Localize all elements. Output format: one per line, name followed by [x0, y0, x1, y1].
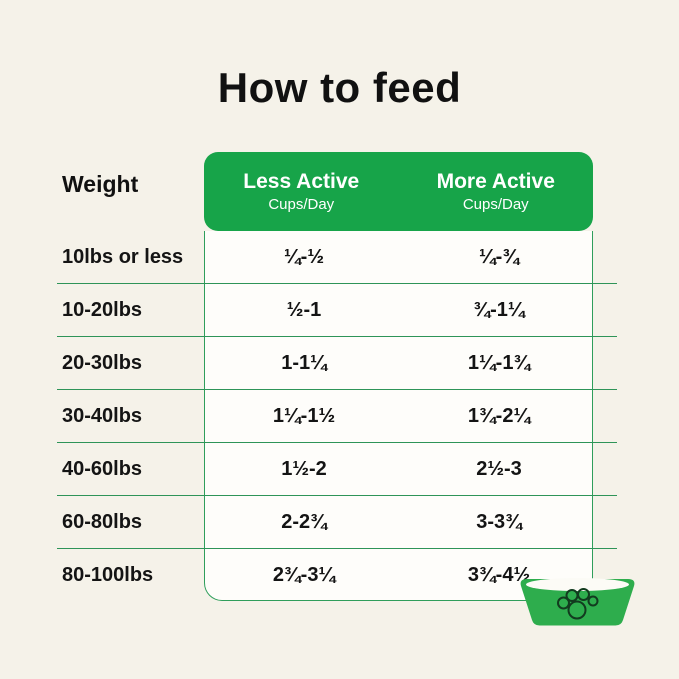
column-label: More Active — [436, 169, 555, 193]
less-active-cell: 1½-2 — [281, 457, 327, 480]
weight-cell: 20-30lbs — [62, 351, 143, 374]
more-active-cell: ¾-1¼ — [473, 298, 525, 321]
column-header-more-active: More Active Cups/Day — [399, 170, 594, 213]
paw-print-icon — [557, 588, 599, 620]
less-active-cell: 2¾-3¼ — [272, 563, 336, 586]
weight-cell: 60-80lbs — [62, 510, 143, 533]
weight-cell: 10-20lbs — [62, 298, 143, 321]
weight-cell: 30-40lbs — [62, 404, 143, 427]
more-active-cell: ¼-¾ — [478, 245, 520, 268]
less-active-cell: 2-2¾ — [281, 510, 327, 533]
column-header-less-active: Less Active Cups/Day — [204, 170, 399, 213]
less-active-cell: ½-1 — [286, 298, 322, 321]
more-active-cell: 3¾-4½ — [467, 563, 531, 586]
table-row: 20-30lbs 1-1¼ 1¼-1¾ — [57, 337, 617, 390]
less-active-cell: 1-1¼ — [281, 351, 327, 374]
weight-column-header: Weight — [62, 171, 139, 197]
less-active-cell: ¼-½ — [283, 245, 325, 268]
dog-bowl-icon — [515, 575, 640, 630]
page-title: How to feed — [217, 64, 462, 111]
table-row: 10-20lbs ½-1 ¾-1¼ — [57, 284, 617, 337]
table-row: 80-100lbs 2¾-3¼ 3¾-4½ — [57, 549, 617, 601]
less-active-cell: 1¼-1½ — [272, 404, 336, 427]
weight-cell: 10lbs or less — [62, 245, 184, 268]
table-row: 40-60lbs 1½-2 2½-3 — [57, 443, 617, 496]
weight-cell: 40-60lbs — [62, 457, 143, 480]
table-row: 60-80lbs 2-2¾ 3-3¾ — [57, 496, 617, 549]
column-label: Less Active — [243, 169, 360, 193]
more-active-cell: 1¼-1¾ — [467, 351, 531, 374]
more-active-cell: 1¾-2¼ — [467, 404, 531, 427]
table-body-panel — [204, 231, 593, 601]
table-row: 30-40lbs 1¼-1½ 1¾-2¼ — [57, 390, 617, 443]
column-sublabel: Cups/Day — [268, 195, 335, 213]
column-sublabel: Cups/Day — [462, 195, 529, 213]
feeding-table: 10lbs or less ¼-½ ¼-¾ 10-20lbs ½-1 ¾-1¼ … — [57, 231, 617, 601]
weight-cell: 80-100lbs — [62, 563, 154, 586]
table-header-bar: Less Active Cups/Day More Active Cups/Da… — [204, 152, 593, 231]
table-row: 10lbs or less ¼-½ ¼-¾ — [57, 231, 617, 284]
more-active-cell: 2½-3 — [476, 457, 522, 480]
more-active-cell: 3-3¾ — [476, 510, 522, 533]
